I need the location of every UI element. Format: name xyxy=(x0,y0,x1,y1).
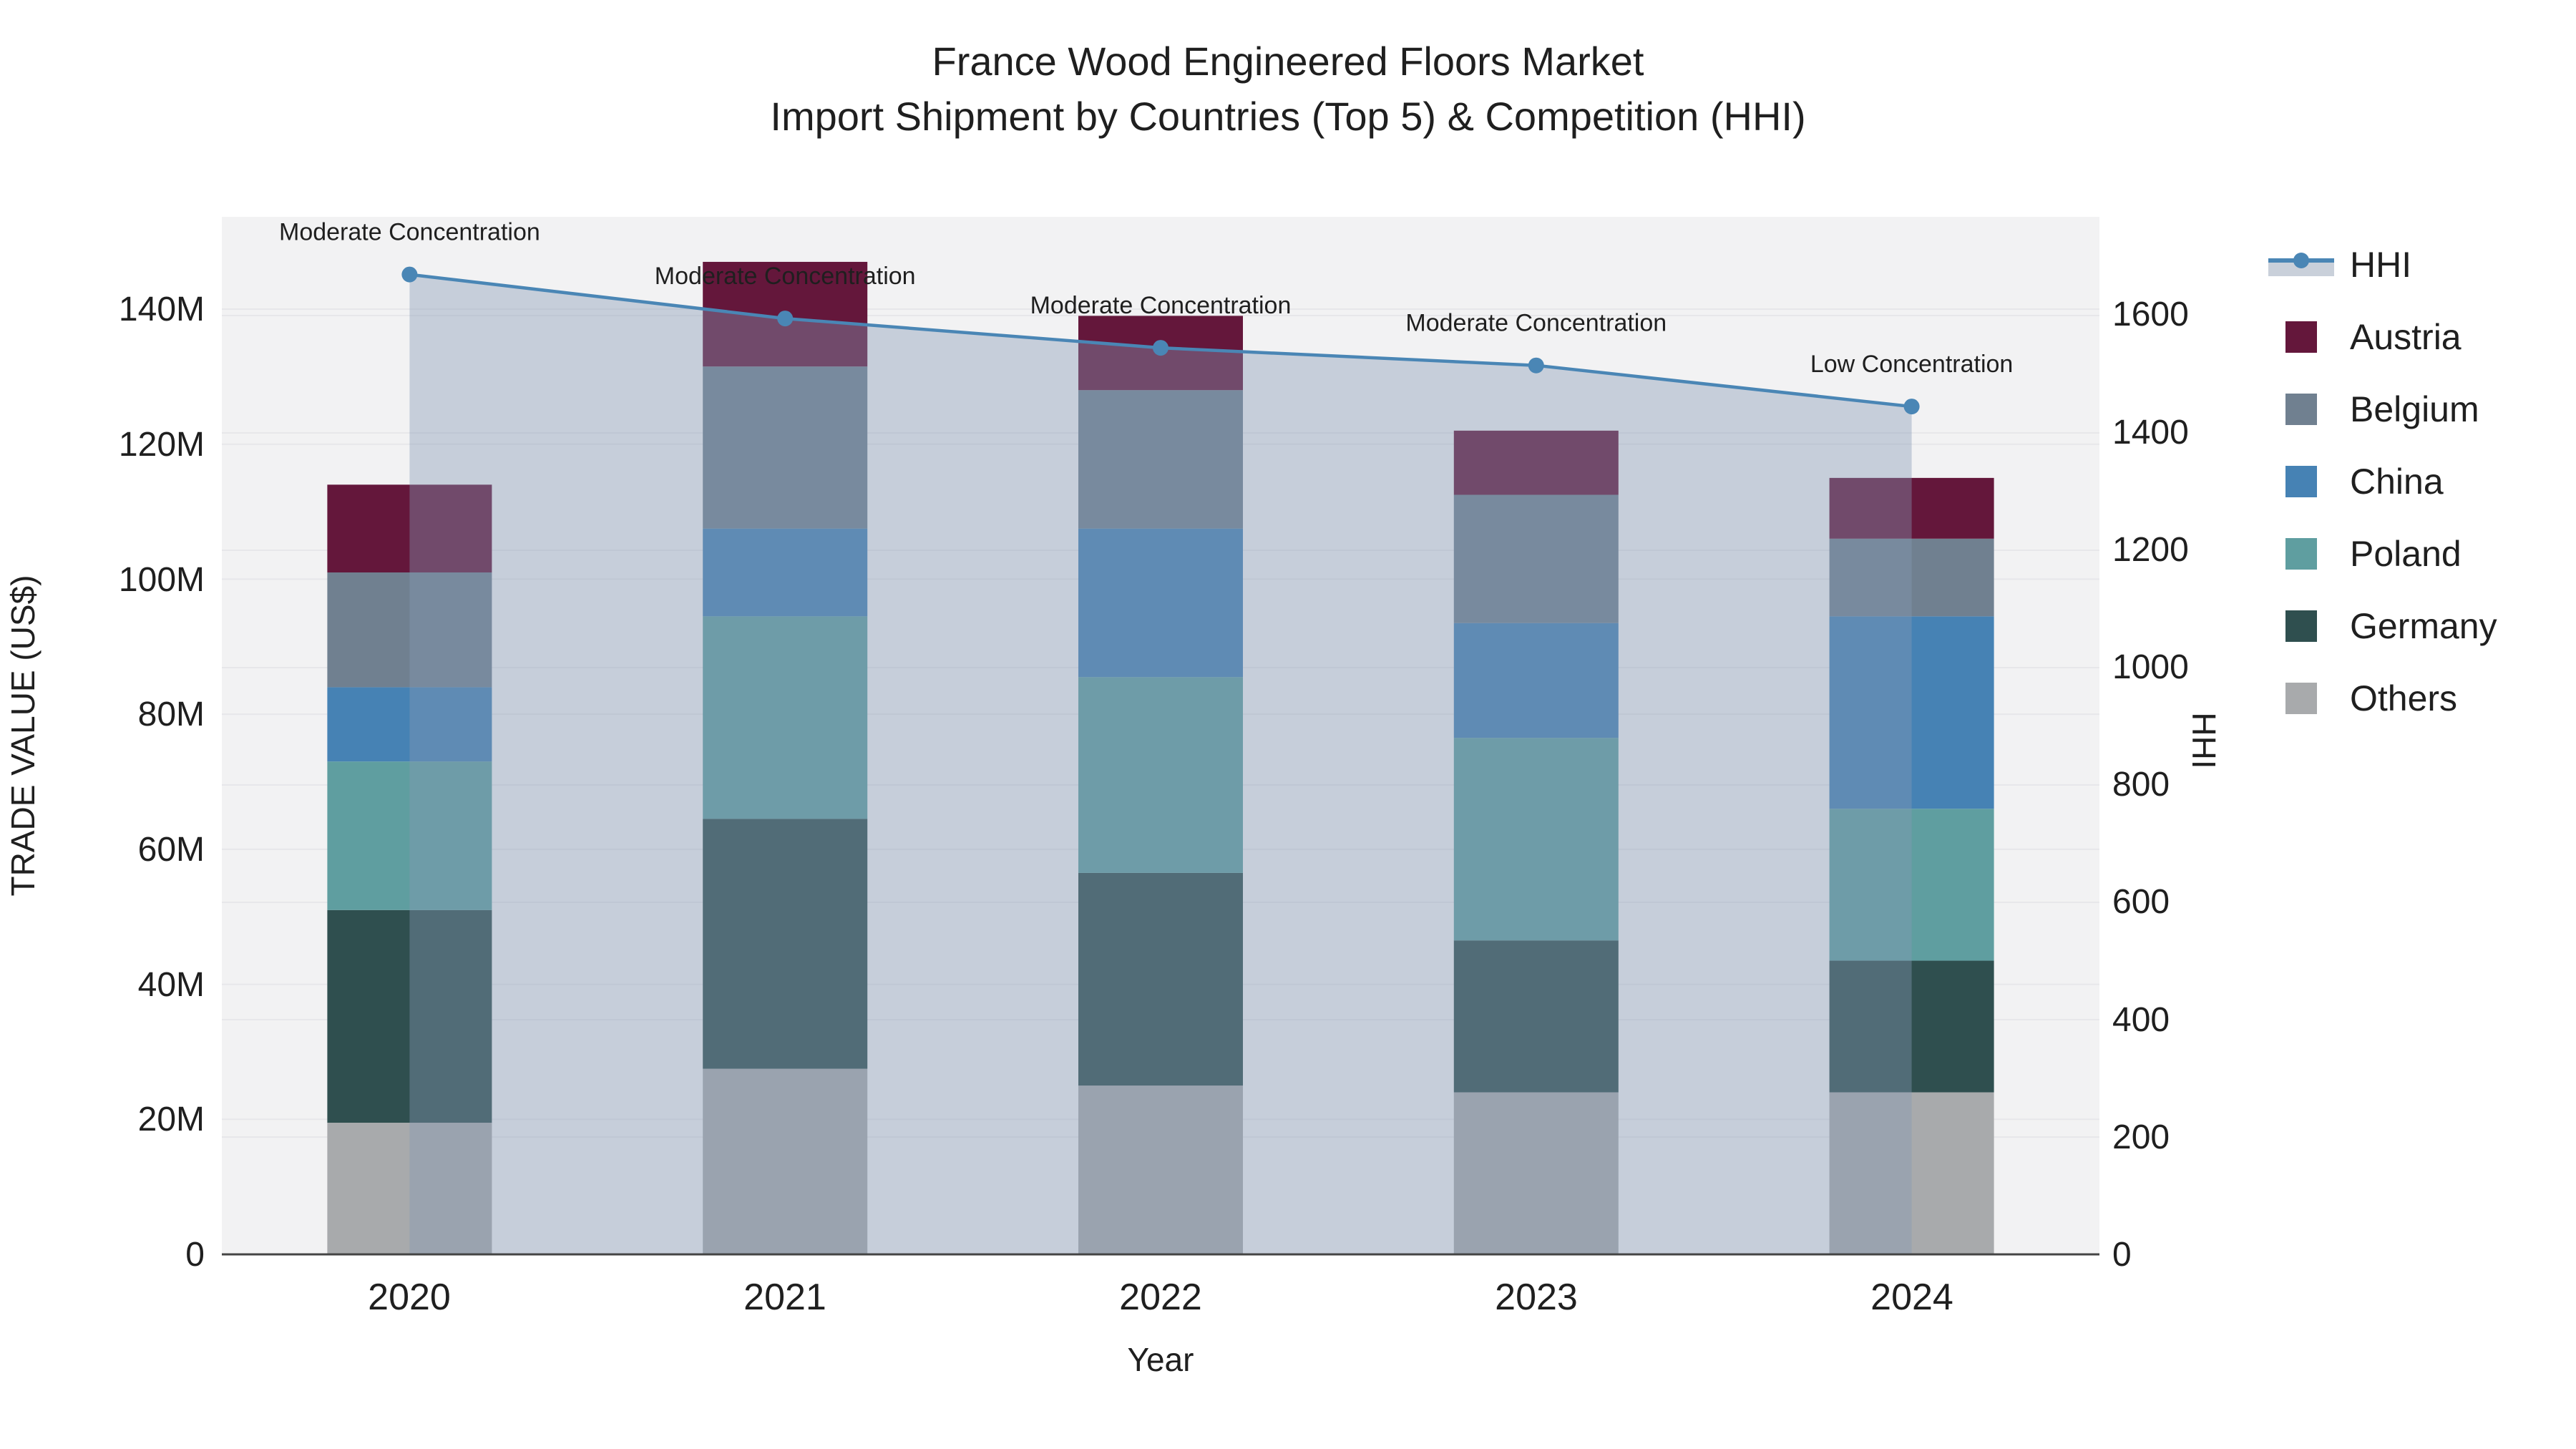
belgium-swatch xyxy=(2285,394,2317,425)
y-left-axis-title: TRADE VALUE (US$) xyxy=(4,575,42,896)
legend: HHI Austria Belgium China Poland Germany… xyxy=(2268,245,2497,718)
bar-segment-others-2022[interactable] xyxy=(1078,1085,1243,1254)
x-tick-2021: 2021 xyxy=(743,1277,826,1318)
hhi-area-fill xyxy=(409,274,1912,1255)
others-swatch xyxy=(2285,683,2317,714)
y-left-tick: 140M xyxy=(119,291,205,328)
legend-label-austria: Austria xyxy=(2350,317,2462,357)
annotations-layer: Moderate Concentration Moderate Concentra… xyxy=(279,219,2013,378)
legend-label-germany: Germany xyxy=(2350,606,2497,646)
hhi-marker-2020[interactable] xyxy=(401,266,418,283)
bar-segment-poland-2022[interactable] xyxy=(1078,677,1243,873)
y-right-tick: 800 xyxy=(2112,766,2170,804)
legend-item-poland[interactable]: Poland xyxy=(2285,534,2462,574)
legend-item-austria[interactable]: Austria xyxy=(2285,317,2462,357)
hhi-legend-marker xyxy=(2293,253,2309,268)
bar-segment-china-2024[interactable] xyxy=(1829,616,1994,809)
bar-segment-austria-2023[interactable] xyxy=(1453,430,1619,495)
chart-title-line1: France Wood Engineered Floors Market xyxy=(932,39,1644,84)
bar-segment-germany-2022[interactable] xyxy=(1078,872,1243,1086)
bar-segment-others-2023[interactable] xyxy=(1453,1092,1619,1254)
x-tick-labels: 2020 2021 2022 2023 2024 xyxy=(368,1277,1953,1318)
bar-segment-china-2022[interactable] xyxy=(1078,528,1243,678)
bar-segment-austria-2024[interactable] xyxy=(1829,477,1994,539)
x-tick-2022: 2022 xyxy=(1119,1277,1202,1318)
legend-label-hhi: HHI xyxy=(2350,245,2411,285)
bar-segment-belgium-2023[interactable] xyxy=(1453,494,1619,623)
bar-segment-belgium-2022[interactable] xyxy=(1078,390,1243,529)
y-left-tick: 100M xyxy=(119,561,205,599)
bar-segment-china-2020[interactable] xyxy=(327,687,492,762)
bar-segment-germany-2020[interactable] xyxy=(327,909,492,1123)
hhi-marker-2024[interactable] xyxy=(1903,399,1920,415)
hhi-marker-2022[interactable] xyxy=(1153,340,1169,356)
y-right-tick: 1400 xyxy=(2112,414,2189,452)
legend-item-germany[interactable]: Germany xyxy=(2285,606,2497,646)
bar-segment-germany-2021[interactable] xyxy=(703,819,868,1069)
annotation-2024: Low Concentration xyxy=(1810,351,2014,378)
bar-segment-belgium-2021[interactable] xyxy=(703,366,868,529)
y-right-tick: 1000 xyxy=(2112,648,2189,686)
y-left-tick: 120M xyxy=(119,426,205,464)
hhi-marker-2021[interactable] xyxy=(777,311,794,327)
hhi-marker-2023[interactable] xyxy=(1528,357,1544,374)
y-left-tick: 40M xyxy=(138,966,205,1004)
annotation-2020: Moderate Concentration xyxy=(279,219,540,246)
bar-segment-china-2021[interactable] xyxy=(703,528,868,617)
annotation-2021: Moderate Concentration xyxy=(655,263,916,290)
y-right-tick: 600 xyxy=(2112,883,2170,921)
germany-swatch xyxy=(2285,610,2317,642)
bar-segment-germany-2023[interactable] xyxy=(1453,940,1619,1093)
x-axis-title: Year xyxy=(1128,1341,1194,1378)
hhi-area-layer xyxy=(401,266,1920,1255)
bar-segment-others-2020[interactable] xyxy=(327,1123,492,1254)
legend-label-poland: Poland xyxy=(2350,534,2462,574)
bar-segment-austria-2020[interactable] xyxy=(327,484,492,572)
legend-item-belgium[interactable]: Belgium xyxy=(2285,389,2479,429)
annotation-2023: Moderate Concentration xyxy=(1405,310,1667,337)
y-left-tick: 0 xyxy=(185,1236,205,1274)
y-right-tick: 1200 xyxy=(2112,531,2189,569)
y-right-tick: 400 xyxy=(2112,1001,2170,1039)
y-left-tick: 80M xyxy=(138,696,205,733)
legend-label-belgium: Belgium xyxy=(2350,389,2479,429)
bar-segment-poland-2023[interactable] xyxy=(1453,738,1619,941)
poland-swatch xyxy=(2285,538,2317,570)
legend-item-hhi[interactable]: HHI xyxy=(2268,245,2411,285)
bar-segment-germany-2024[interactable] xyxy=(1829,960,1994,1093)
stacked-bars-layer xyxy=(327,261,1994,1254)
legend-label-china: China xyxy=(2350,462,2444,502)
legend-item-china[interactable]: China xyxy=(2285,462,2444,502)
legend-item-others[interactable]: Others xyxy=(2285,678,2457,718)
y-left-tick-labels: 0 20M 40M 60M 80M 100M 120M 140M xyxy=(119,291,205,1274)
bar-segment-belgium-2020[interactable] xyxy=(327,572,492,688)
chart-title-line2: Import Shipment by Countries (Top 5) & C… xyxy=(770,94,1805,139)
annotation-2022: Moderate Concentration xyxy=(1030,292,1292,319)
bar-segment-others-2021[interactable] xyxy=(703,1068,868,1254)
bar-segment-poland-2021[interactable] xyxy=(703,616,868,819)
legend-label-others: Others xyxy=(2350,678,2457,718)
bar-segment-poland-2024[interactable] xyxy=(1829,809,1994,961)
y-right-tick: 200 xyxy=(2112,1118,2170,1156)
bar-segment-others-2024[interactable] xyxy=(1829,1092,1994,1254)
y-right-tick: 0 xyxy=(2112,1236,2132,1274)
x-tick-2024: 2024 xyxy=(1870,1277,1953,1318)
x-tick-2020: 2020 xyxy=(368,1277,451,1318)
austria-swatch xyxy=(2285,321,2317,353)
y-left-tick: 20M xyxy=(138,1101,205,1138)
bar-segment-china-2023[interactable] xyxy=(1453,623,1619,738)
y-left-tick: 60M xyxy=(138,831,205,869)
y-right-tick: 1600 xyxy=(2112,296,2189,333)
y-right-tick-labels: 0 200 400 600 800 1000 1200 1400 1600 xyxy=(2112,296,2189,1274)
china-swatch xyxy=(2285,466,2317,497)
x-tick-2023: 2023 xyxy=(1495,1277,1578,1318)
bar-segment-belgium-2024[interactable] xyxy=(1829,538,1994,617)
y-right-axis-title: HHI xyxy=(2185,712,2223,769)
bar-segment-poland-2020[interactable] xyxy=(327,761,492,910)
